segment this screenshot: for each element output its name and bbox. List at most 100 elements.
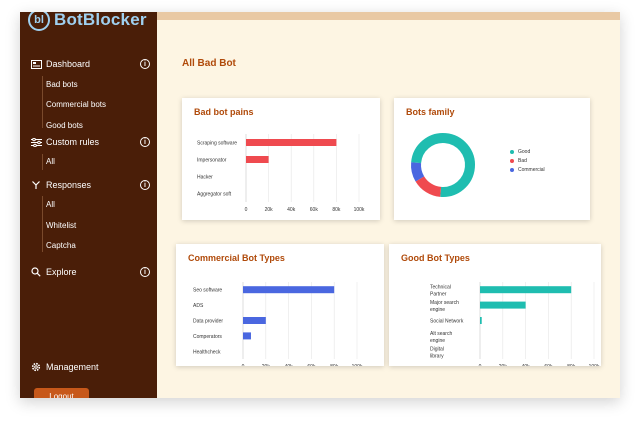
nav-responses[interactable]: Responses i — [30, 177, 150, 193]
commercial-bot-types-chart: 0 20k 40k 60k 80k 100k Seo software ADS Data pro… — [193, 282, 363, 366]
category-label: Digital — [430, 346, 444, 352]
card-commercial-bot-types: Commercial Bot Types 0 20k 40k 60k 80k 100k Se… — [176, 244, 384, 366]
x-tick-label: 40k — [287, 207, 296, 213]
legend-dot — [510, 158, 514, 163]
category-label: Seo software — [193, 288, 222, 294]
x-tick-label: 20k — [262, 364, 271, 366]
bad-bot-pains-chart: 0 20k 40k 60k 80k 100k Scraping software Impers… — [197, 134, 365, 213]
submenu-rail — [42, 196, 43, 252]
bar — [480, 317, 482, 324]
x-tick-label: 20k — [265, 207, 274, 213]
x-tick-label: 100k — [589, 364, 600, 366]
top-bar — [157, 12, 620, 20]
x-tick-label: 80k — [330, 364, 339, 366]
category-label: Major search — [430, 300, 459, 306]
bar — [246, 156, 269, 163]
submenu-rail — [42, 154, 43, 170]
branch-icon — [30, 179, 42, 191]
nav-management[interactable]: Management — [30, 359, 150, 375]
category-label: Hacker — [197, 175, 213, 181]
category-label: engine — [430, 307, 445, 313]
nav-dashboard[interactable]: Dashboard i — [30, 56, 150, 72]
pie-slice — [415, 176, 442, 197]
nav-custom-rules-label: Custom rules — [46, 137, 100, 147]
x-tick-label: 80k — [567, 364, 576, 366]
chart-title: Bad bot pains — [194, 107, 254, 117]
category-label: Aggregator soft — [197, 192, 232, 198]
category-label: Partner — [430, 292, 447, 298]
logout-button[interactable]: Logout — [34, 388, 89, 398]
x-tick-label: 60k — [307, 364, 316, 366]
bar — [480, 301, 526, 309]
x-tick-label: 40k — [285, 364, 294, 366]
bar — [243, 332, 251, 340]
category-label: Social Network — [430, 319, 464, 325]
sidebar-item-all-rules[interactable]: All — [46, 157, 55, 166]
legend-dot — [510, 149, 514, 154]
sidebar-item-good-bots[interactable]: Good bots — [46, 121, 83, 130]
bar — [243, 286, 335, 294]
logo-mark-icon: bl — [28, 12, 50, 31]
x-tick-label: 40k — [522, 364, 531, 366]
bots-family-chart — [411, 133, 475, 197]
category-label: Data provider — [193, 319, 223, 325]
category-label: Impersonator — [197, 158, 227, 164]
nav-dashboard-label: Dashboard — [46, 59, 91, 69]
card-good-bot-types: Good Bot Types 0 20k 40k 60k 80k 100k Technica… — [389, 244, 601, 366]
x-tick-label: 60k — [544, 364, 553, 366]
sidebar: bl BotBlocker Dashboard i Bad bots Comme… — [20, 12, 157, 398]
x-tick-label: 0 — [479, 364, 482, 366]
info-icon[interactable]: i — [140, 267, 150, 277]
gear-icon — [30, 361, 42, 373]
chart-title: Commercial Bot Types — [188, 253, 285, 263]
legend-label: Bad — [518, 157, 527, 164]
pie-slice — [411, 162, 425, 182]
x-tick-label: 80k — [332, 207, 341, 213]
card-bots-family: Bots family Good Bad Commercial — [394, 98, 590, 220]
legend-dot — [510, 167, 514, 172]
legend-item: Good — [510, 147, 545, 156]
pie-slice — [411, 133, 475, 197]
app-window: bl BotBlocker Dashboard i Bad bots Comme… — [20, 12, 620, 398]
x-tick-label: 60k — [310, 207, 319, 213]
sidebar-item-commercial-bots[interactable]: Commercial bots — [46, 100, 107, 109]
bar — [246, 139, 337, 146]
chart-title: Bots family — [406, 107, 455, 117]
nav-explore-label: Explore — [46, 267, 77, 277]
x-tick-label: 0 — [245, 207, 248, 213]
card-bad-bot-pains: Bad bot pains 0 20k 40k 60k 80k 100k Scraping … — [182, 98, 380, 220]
dashboard-icon — [30, 58, 42, 70]
logo[interactable]: bl BotBlocker — [28, 12, 147, 32]
chart-title: Good Bot Types — [401, 253, 470, 263]
nav-custom-rules[interactable]: Custom rules i — [30, 134, 150, 150]
chart-legend: Good Bad Commercial — [510, 147, 545, 174]
sliders-icon — [30, 136, 42, 148]
sidebar-item-all-responses[interactable]: All — [46, 200, 55, 209]
page-title: All Bad Bot — [182, 58, 236, 69]
category-label: ADS — [193, 303, 204, 309]
sidebar-item-whitelist[interactable]: Whitelist — [46, 221, 77, 230]
category-label: Comperators — [193, 334, 222, 340]
search-icon — [30, 266, 42, 278]
nav-explore[interactable]: Explore i — [30, 264, 150, 280]
x-tick-label: 20k — [499, 364, 508, 366]
bar — [480, 286, 572, 294]
info-icon[interactable]: i — [140, 180, 150, 190]
info-icon[interactable]: i — [140, 137, 150, 147]
category-label: library — [430, 353, 444, 359]
legend-label: Good — [518, 148, 531, 155]
category-label: Alt search — [430, 331, 452, 337]
x-tick-label: 100k — [354, 207, 365, 213]
sidebar-item-captcha[interactable]: Captcha — [46, 241, 76, 250]
legend-label: Commercial — [518, 166, 545, 173]
x-tick-label: 0 — [242, 364, 245, 366]
sidebar-item-bad-bots[interactable]: Bad bots — [46, 80, 78, 89]
x-tick-label: 100k — [352, 364, 363, 366]
category-label: Healthcheck — [193, 349, 221, 355]
nav-management-label: Management — [46, 362, 99, 372]
info-icon[interactable]: i — [140, 59, 150, 69]
legend-item: Commercial — [510, 165, 545, 174]
logo-text: BotBlocker — [54, 12, 147, 29]
category-label: engine — [430, 338, 445, 344]
category-label: Scraping software — [197, 141, 237, 147]
